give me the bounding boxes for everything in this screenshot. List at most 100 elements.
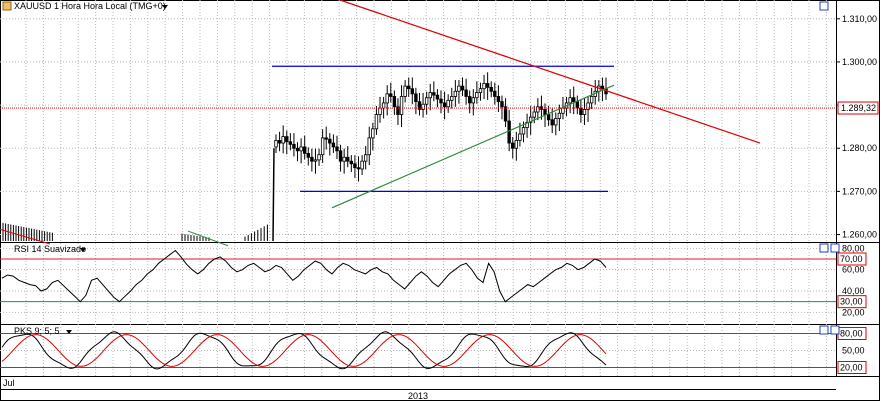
candle	[582, 108, 587, 115]
candle	[432, 92, 436, 96]
candle	[292, 143, 296, 149]
candle	[403, 85, 407, 97]
candle	[424, 97, 429, 105]
candle	[342, 156, 346, 162]
rsi-level-tag	[837, 295, 867, 309]
dropdown-icon[interactable]	[66, 330, 72, 334]
candle	[381, 102, 386, 109]
stochastic-tick-label: 50,00	[842, 346, 865, 356]
old-trendline	[0, 228, 51, 245]
candle	[507, 120, 511, 144]
candle	[442, 102, 447, 108]
window-restore-icon[interactable]	[819, 325, 829, 335]
candle	[363, 154, 368, 162]
price-tick-label: 1.260,00	[842, 230, 877, 240]
stochastic-level-tag	[837, 361, 867, 374]
candle	[399, 96, 404, 115]
window-close-icon[interactable]	[830, 325, 840, 335]
candle	[378, 107, 382, 115]
candle	[317, 154, 321, 161]
candle	[389, 93, 393, 97]
candle	[313, 159, 318, 162]
labels: XAUUSD 1 Hora Hora Local (TMG+0) RSI 14 S…	[0, 1, 840, 401]
rsi-panel	[0, 249, 836, 303]
candle	[414, 93, 418, 103]
candle	[453, 90, 458, 97]
candle	[360, 160, 364, 170]
candle	[331, 142, 336, 148]
candle	[320, 137, 325, 156]
candle	[550, 119, 554, 126]
candle	[439, 98, 443, 104]
candle	[349, 160, 354, 165]
candle	[600, 85, 605, 90]
candle	[407, 85, 411, 90]
candle	[536, 106, 540, 113]
candle	[521, 127, 526, 135]
candle	[421, 103, 425, 110]
candle	[496, 96, 501, 103]
candle	[482, 83, 486, 90]
candle	[503, 106, 508, 122]
chart-type-icon[interactable]	[2, 1, 12, 11]
price-axis: 1.310,001.300,001.290,001.280,001.270,00…	[836, 14, 879, 374]
candle	[281, 136, 285, 144]
candle	[489, 86, 493, 92]
candle	[518, 133, 522, 141]
stochastic-title: PKS 9; 5; 5	[14, 326, 60, 336]
x-start-label: Jul	[3, 378, 15, 388]
candle	[428, 92, 432, 99]
candle	[500, 101, 504, 108]
candle	[579, 107, 583, 115]
price-tick-label: 1.310,00	[842, 14, 877, 24]
support-trendline	[331, 84, 615, 209]
candle	[546, 114, 551, 121]
window-restore-icon[interactable]	[819, 1, 829, 11]
dropdown-icon[interactable]	[80, 248, 86, 252]
candle	[554, 118, 558, 126]
old-trendline	[187, 230, 229, 247]
candle	[328, 138, 332, 144]
candle	[302, 146, 307, 154]
candle	[514, 140, 519, 149]
window-restore-icon[interactable]	[819, 243, 829, 253]
candle	[274, 140, 278, 148]
candle	[356, 167, 361, 170]
price-tick-label: 1.300,00	[842, 57, 877, 67]
rsi-tick-label: 80,00	[842, 243, 865, 253]
rsi-level-tag	[837, 252, 867, 266]
candle	[306, 153, 310, 158]
current-price-tag	[837, 101, 879, 115]
candle	[511, 142, 515, 149]
candle	[374, 114, 379, 130]
rsi-tick-label: 40,00	[842, 286, 865, 296]
candle	[288, 141, 293, 145]
candle	[532, 111, 536, 118]
chart-title: XAUUSD 1 Hora Hora Local (TMG+0)	[14, 1, 166, 11]
price-tick-label: 1.270,00	[842, 186, 877, 196]
candle	[475, 92, 479, 99]
candle	[471, 97, 475, 104]
candle	[367, 137, 371, 156]
candle	[568, 97, 572, 104]
candle	[277, 140, 282, 144]
candle	[371, 128, 375, 139]
candle	[435, 94, 440, 100]
candle	[586, 102, 590, 110]
candle	[446, 99, 450, 108]
rsi-tick-label: 60,00	[842, 265, 865, 275]
candle	[285, 136, 289, 143]
window-close-icon[interactable]	[830, 243, 840, 253]
candle-wick	[272, 148, 275, 242]
candle	[460, 85, 465, 91]
candle	[417, 101, 422, 110]
candle	[485, 83, 490, 88]
price-panel	[0, 0, 836, 247]
candle	[335, 146, 339, 152]
stochastic-level-label: 20,00	[840, 363, 863, 373]
resistance-trendline	[339, 0, 761, 144]
dropdown-icon[interactable]	[162, 5, 168, 9]
candle	[338, 150, 343, 162]
